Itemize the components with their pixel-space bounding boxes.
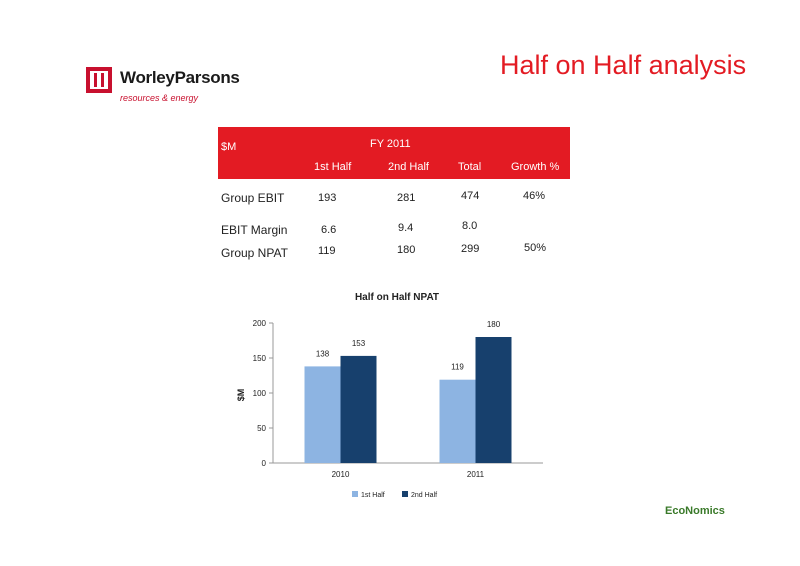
column-header-total: Total bbox=[458, 161, 482, 173]
cell-npat-total: 299 bbox=[461, 243, 480, 255]
bar bbox=[475, 337, 512, 463]
cell-ebit-2nd-half: 281 bbox=[397, 192, 416, 204]
column-header-2nd-half: 2nd Half bbox=[388, 161, 429, 173]
logo-name: WorleyParsons bbox=[120, 68, 240, 87]
y-tick-label: 200 bbox=[253, 319, 267, 328]
npat-chart: Half on Half NPAT $M 0 50 100 150 200 2010 201… bbox=[225, 285, 560, 510]
logo-tagline: resources & energy bbox=[120, 93, 199, 103]
y-axis-label: $M bbox=[236, 389, 246, 402]
bar bbox=[439, 379, 476, 463]
cell-npat-2nd-half: 180 bbox=[397, 244, 416, 256]
x-tick-label: 2011 bbox=[467, 470, 485, 479]
column-header-1st-half: 1st Half bbox=[314, 161, 352, 173]
y-tick-label: 100 bbox=[253, 389, 267, 398]
cell-margin-1st-half: 6.6 bbox=[321, 224, 337, 236]
table-header: $M FY 2011 1st Half 2nd Half Total Growt… bbox=[218, 127, 570, 179]
legend-swatch bbox=[402, 491, 408, 497]
page-title: Half on Half analysis bbox=[500, 50, 747, 80]
row-label-ebit-margin: EBIT Margin bbox=[221, 223, 288, 237]
bar bbox=[340, 355, 377, 463]
cell-margin-2nd-half: 9.4 bbox=[398, 222, 414, 234]
cell-npat-growth: 50% bbox=[524, 242, 547, 254]
table-unit-label: $M bbox=[221, 141, 237, 153]
legend-swatch bbox=[352, 491, 358, 497]
bar bbox=[304, 366, 341, 463]
x-tick-label: 2010 bbox=[332, 470, 350, 479]
economics-brand: EcoNomics bbox=[665, 505, 725, 517]
legend-label: 2nd Half bbox=[411, 492, 437, 499]
chart-title: Half on Half NPAT bbox=[355, 292, 439, 303]
cell-margin-total: 8.0 bbox=[462, 220, 478, 232]
data-label: 180 bbox=[487, 320, 501, 329]
legend-label: 1st Half bbox=[361, 492, 385, 499]
y-tick-label: 0 bbox=[262, 459, 267, 468]
chart-bars: 138 153 119 180 bbox=[304, 320, 512, 463]
cell-ebit-1st-half: 193 bbox=[318, 192, 337, 204]
table-period: FY 2011 bbox=[370, 138, 411, 150]
logo-mark-icon bbox=[86, 67, 112, 93]
data-label: 138 bbox=[316, 349, 330, 358]
cell-npat-1st-half: 119 bbox=[318, 245, 336, 257]
data-label: 153 bbox=[352, 339, 366, 348]
row-label-group-ebit: Group EBIT bbox=[221, 191, 285, 205]
column-header-growth: Growth % bbox=[511, 161, 560, 173]
cell-ebit-total: 474 bbox=[461, 190, 480, 202]
cell-ebit-growth: 46% bbox=[523, 190, 546, 202]
chart-legend: 1st Half 2nd Half bbox=[352, 491, 437, 499]
npat-chart-svg: Half on Half NPAT $M 0 50 100 150 200 2010 201… bbox=[236, 292, 543, 499]
y-tick-label: 50 bbox=[257, 424, 266, 433]
y-tick-label: 150 bbox=[253, 354, 267, 363]
worleyparsons-logo: WorleyParsons resources & energy bbox=[86, 64, 246, 116]
row-label-group-npat: Group NPAT bbox=[221, 246, 288, 260]
data-label: 119 bbox=[451, 363, 464, 372]
